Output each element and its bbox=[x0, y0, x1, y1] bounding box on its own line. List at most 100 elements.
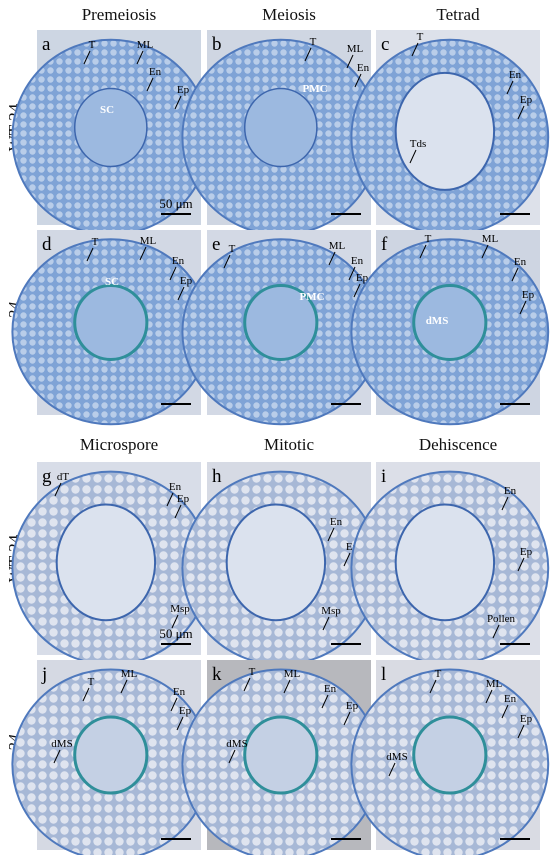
structure-label: T bbox=[92, 236, 99, 248]
pointer-arrow bbox=[511, 267, 519, 282]
pointer-arrow bbox=[54, 482, 62, 497]
micrograph-panel: i En Ep Pollen bbox=[350, 462, 550, 666]
pointer-arrow bbox=[419, 244, 427, 259]
panel-letter: b bbox=[212, 34, 222, 55]
pointer-arrow bbox=[501, 704, 509, 719]
structure-label: Tds bbox=[410, 138, 427, 150]
scale-bar bbox=[331, 403, 361, 405]
structure-label: ML bbox=[140, 235, 157, 247]
micrograph-panel: c T En Ep Tds bbox=[350, 30, 550, 236]
panel-letter: f bbox=[381, 234, 388, 255]
structure-label: T bbox=[229, 243, 236, 255]
locule bbox=[55, 503, 157, 622]
panel-letter: k bbox=[212, 664, 222, 685]
locule bbox=[243, 715, 319, 795]
pointer-arrow bbox=[166, 492, 174, 507]
structure-label: En bbox=[172, 255, 185, 267]
pointer-arrow bbox=[120, 679, 128, 694]
structure-label: ML bbox=[137, 39, 154, 51]
pointer-arrow bbox=[409, 149, 417, 164]
locule bbox=[412, 715, 488, 795]
panel-letter: c bbox=[381, 34, 389, 55]
pointer-arrow bbox=[517, 724, 525, 739]
pointer-arrow bbox=[83, 50, 91, 65]
structure-label: dMS bbox=[51, 738, 72, 750]
structure-label: En bbox=[357, 62, 370, 74]
locule bbox=[73, 715, 149, 795]
column-header: Mitotic bbox=[264, 435, 315, 454]
structure-label: ML bbox=[329, 240, 346, 252]
structure-label: En bbox=[149, 66, 162, 78]
structure-label: PMC bbox=[302, 83, 327, 95]
scale-bar bbox=[331, 213, 361, 215]
pointer-arrow bbox=[146, 77, 154, 92]
structure-label: T bbox=[435, 668, 442, 680]
pointer-arrow bbox=[139, 246, 147, 261]
structure-label: dMS bbox=[386, 751, 407, 763]
pointer-arrow bbox=[411, 42, 419, 57]
pointer-arrow bbox=[176, 716, 184, 731]
scale-bar bbox=[331, 643, 361, 645]
pointer-arrow bbox=[177, 286, 185, 301]
structure-label: En bbox=[351, 255, 364, 267]
column-header: Dehiscence bbox=[419, 435, 497, 454]
pointer-arrow bbox=[485, 689, 493, 704]
pointer-arrow bbox=[346, 54, 354, 69]
pointer-arrow bbox=[388, 762, 396, 777]
pointer-arrow bbox=[343, 711, 351, 726]
structure-label: T bbox=[425, 233, 432, 245]
pointer-arrow bbox=[223, 254, 231, 269]
structure-label: Ep bbox=[346, 700, 359, 712]
panel-letter: d bbox=[42, 234, 52, 255]
panel-letter: l bbox=[381, 664, 386, 685]
pointer-arrow bbox=[304, 47, 312, 62]
panel-letter: h bbox=[212, 466, 222, 487]
scale-bar bbox=[331, 838, 361, 840]
column-header: Meiosis bbox=[262, 5, 316, 24]
panel-letter: i bbox=[381, 466, 386, 487]
micrograph-panel: a T ML En Ep SC 50 μm bbox=[11, 30, 211, 236]
scale-bar bbox=[500, 643, 530, 645]
structure-label: ML bbox=[482, 233, 499, 245]
scale-bar bbox=[161, 643, 191, 645]
pointer-arrow bbox=[322, 616, 330, 631]
pointer-arrow bbox=[517, 557, 525, 572]
structure-label: En bbox=[504, 693, 517, 705]
scale-label: 50 μm bbox=[159, 196, 192, 211]
pointer-arrow bbox=[429, 679, 437, 694]
structure-label: Ep bbox=[520, 713, 533, 725]
structure-label: Msp bbox=[321, 605, 341, 617]
structure-label: Ep bbox=[522, 289, 535, 301]
locule bbox=[243, 87, 318, 168]
structure-label: En bbox=[504, 485, 517, 497]
structure-label: Ep bbox=[179, 705, 192, 717]
locule bbox=[243, 284, 319, 361]
pointer-arrow bbox=[82, 687, 90, 702]
pointer-arrow bbox=[174, 504, 182, 519]
pointer-arrow bbox=[492, 624, 500, 639]
micrograph-panel: f T ML En Ep dMS bbox=[350, 230, 550, 426]
pointer-arrow bbox=[283, 679, 291, 694]
panel-letter: j bbox=[41, 664, 47, 685]
pointer-arrow bbox=[86, 247, 94, 262]
locule bbox=[225, 503, 327, 622]
pointer-arrow bbox=[517, 105, 525, 120]
structure-label: SC bbox=[100, 104, 114, 116]
structure-label: Msp bbox=[170, 603, 190, 615]
pointer-arrow bbox=[328, 251, 336, 266]
structure-label: dMS bbox=[426, 315, 449, 327]
structure-label: dMS bbox=[226, 738, 247, 750]
structure-label: Ep bbox=[356, 272, 369, 284]
structure-label: PMC bbox=[299, 291, 324, 303]
micrograph-panel: k T ML En Ep dMS bbox=[181, 660, 381, 855]
pointer-arrow bbox=[348, 266, 356, 281]
micrograph-panel: bTMLEnPMCEp bbox=[181, 30, 381, 236]
pointer-arrow bbox=[506, 80, 514, 95]
pointer-arrow bbox=[243, 677, 251, 692]
locule bbox=[73, 87, 148, 168]
scale-bar bbox=[161, 838, 191, 840]
structure-label: ML bbox=[121, 668, 138, 680]
